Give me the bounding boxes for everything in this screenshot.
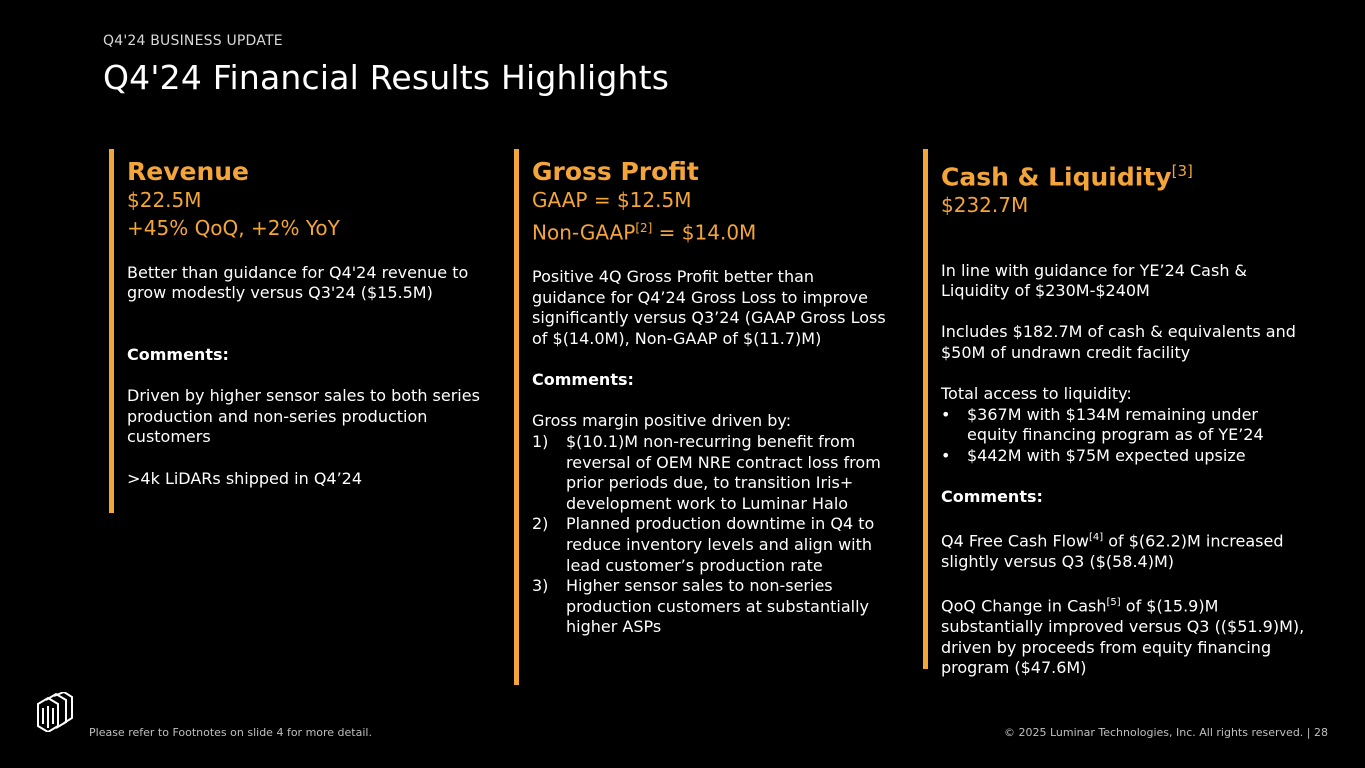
list-number: 1) — [532, 432, 549, 451]
list-number: 2) — [532, 514, 549, 534]
qoq-prefix: QoQ Change in Cash — [941, 596, 1107, 616]
luminar-logo-icon — [34, 690, 74, 734]
fcf-prefix: Q4 Free Cash Flow — [941, 531, 1089, 551]
footnote-ref: [4] — [1088, 532, 1104, 544]
footnote-ref: [5] — [1106, 597, 1121, 609]
liquidity-access-label: Total access to liquidity: — [941, 384, 1132, 404]
footnote-reference: Please refer to Footnotes on slide 4 for… — [89, 726, 372, 739]
gaap-value: GAAP = $12.5M — [532, 188, 692, 212]
revenue-change: +45% QoQ, +2% YoY — [127, 216, 340, 240]
list-item-text: $442M with $75M expected upsize — [967, 445, 1246, 465]
revenue-guidance: Better than guidance for Q4'24 revenue t… — [127, 262, 469, 303]
cash-liquidity-column: Cash & Liquidity[3] $232.7M In line with… — [923, 149, 1308, 677]
driver-intro: Gross margin positive driven by: — [532, 411, 792, 431]
non-gaap-value: Non-GAAP[2] = $14.0M — [532, 214, 889, 247]
bullet-icon: • — [941, 404, 951, 424]
list-item-text: Planned production downtime in Q4 to red… — [566, 514, 875, 575]
list-item-text: Higher sensor sales to non-series produc… — [566, 576, 869, 637]
revenue-comment-1: Driven by higher sensor sales to both se… — [127, 386, 480, 447]
list-item: 2) Planned production downtime in Q4 to r… — [532, 514, 889, 576]
list-item: • $442M with $75M expected upsize — [941, 446, 1308, 467]
revenue-heading: Revenue — [127, 157, 250, 186]
free-cash-flow-text: Q4 Free Cash Flow[4] of $(62.2)M increas… — [941, 528, 1308, 573]
list-item-text: $367M with $134M remaining under equity … — [967, 404, 1264, 445]
list-item: 3) Higher sensor sales to non-series prod… — [532, 576, 889, 638]
gross-profit-heading: Gross Profit — [532, 157, 699, 186]
list-item: 1) $(10.1)M non-recurring benefit from re… — [532, 432, 889, 514]
cash-heading: Cash & Liquidity[3] — [941, 157, 1308, 191]
list-item-text: $(10.1)M non-recurring benefit from reve… — [566, 432, 881, 513]
qoq-detail: of $(15.9)M substantially improved versu… — [941, 596, 1305, 678]
bullet-icon: • — [941, 445, 951, 465]
footnote-ref: [3] — [1171, 162, 1193, 180]
revenue-column: Revenue $22.5M +45% QoQ, +2% YoY Better … — [109, 149, 494, 513]
revenue-value: $22.5M — [127, 188, 202, 212]
page-title: Q4'24 Financial Results Highlights — [103, 58, 670, 97]
non-gaap-prefix: Non-GAAP — [532, 220, 636, 245]
list-number: 3) — [532, 576, 549, 596]
qoq-cash-change-text: QoQ Change in Cash[5] of $(15.9)M substa… — [941, 593, 1308, 679]
revenue-comments-label: Comments: — [127, 344, 229, 364]
gross-profit-comments-label: Comments: — [532, 370, 634, 390]
non-gaap-amount: = $14.0M — [652, 220, 757, 245]
footnote-ref: [2] — [635, 221, 653, 235]
revenue-comment-2: >4k LiDARs shipped in Q4’24 — [127, 468, 363, 488]
gross-profit-column: Gross Profit GAAP = $12.5M Non-GAAP[2] =… — [514, 149, 889, 685]
cash-comments-label: Comments: — [941, 487, 1043, 507]
gross-profit-summary: Positive 4Q Gross Profit better than gui… — [532, 267, 886, 349]
list-item: • $367M with $134M remaining under equity… — [941, 405, 1308, 446]
eyebrow-label: Q4'24 BUSINESS UPDATE — [103, 33, 283, 49]
liquidity-bullets: • $367M with $134M remaining under equity… — [941, 405, 1308, 467]
driver-list: 1) $(10.1)M non-recurring benefit from re… — [532, 432, 889, 638]
cash-includes: Includes $182.7M of cash & equivalents a… — [941, 322, 1296, 362]
cash-guidance: In line with guidance for YE’24 Cash & L… — [941, 260, 1248, 301]
cash-heading-text: Cash & Liquidity — [941, 162, 1172, 192]
cash-value: $232.7M — [941, 193, 1029, 218]
copyright-slide-number: © 2025 Luminar Technologies, Inc. All ri… — [1003, 726, 1328, 739]
fcf-detail: of $(62.2)M increased slightly versus Q3… — [941, 531, 1284, 572]
